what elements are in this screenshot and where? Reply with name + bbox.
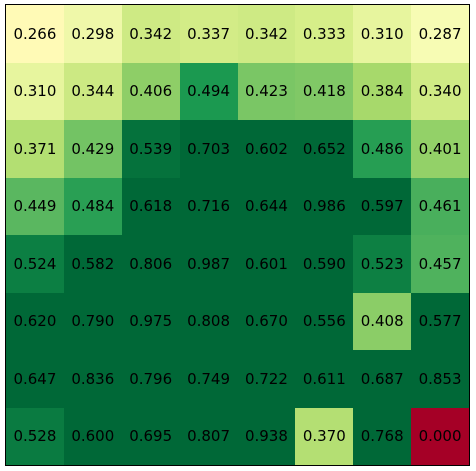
heatmap-cell-r6-c4: 0.808 — [179, 292, 238, 350]
heatmap-cell-r3-c2: 0.429 — [63, 120, 122, 178]
heatmap-cell-r6-c7: 0.408 — [353, 292, 412, 350]
heatmap-cell-r3-c1: 0.371 — [6, 120, 64, 178]
heatmap-cell-r6-c5: 0.670 — [237, 292, 296, 350]
heatmap-cell-r3-c8: 0.401 — [411, 120, 469, 178]
heatmap-cell-r2-c3: 0.406 — [121, 62, 180, 120]
heatmap-cell-r1-c5: 0.342 — [237, 5, 296, 63]
heatmap-cell-r8-c5: 0.938 — [237, 407, 296, 465]
heatmap-cell-r1-c3: 0.342 — [121, 5, 180, 63]
heatmap-cell-r1-c7: 0.310 — [353, 5, 412, 63]
heatmap-cell-r2-c4: 0.494 — [179, 62, 238, 120]
heatmap-cell-r7-c1: 0.647 — [6, 350, 64, 408]
heatmap-cell-r8-c4: 0.807 — [179, 407, 238, 465]
heatmap-cell-r3-c7: 0.486 — [353, 120, 412, 178]
heatmap-cell-r6-c1: 0.620 — [6, 292, 64, 350]
heatmap-cell-r1-c1: 0.266 — [6, 5, 64, 63]
heatmap-grid: 0.266 0.298 0.342 0.337 0.342 0.333 0.310 0.287… — [5, 4, 470, 466]
heatmap-cell-r5-c5: 0.601 — [237, 235, 296, 293]
heatmap-cell-r4-c6: 0.986 — [295, 177, 354, 235]
heatmap-cell-r6-c3: 0.975 — [121, 292, 180, 350]
heatmap-cell-r2-c6: 0.418 — [295, 62, 354, 120]
heatmap-cell-r4-c7: 0.597 — [353, 177, 412, 235]
heatmap-cell-r2-c7: 0.384 — [353, 62, 412, 120]
heatmap-cell-r3-c6: 0.652 — [295, 120, 354, 178]
heatmap-cell-r6-c2: 0.790 — [63, 292, 122, 350]
heatmap-cell-r4-c8: 0.461 — [411, 177, 469, 235]
heatmap-cell-r2-c5: 0.423 — [237, 62, 296, 120]
heatmap-cell-r1-c6: 0.333 — [295, 5, 354, 63]
heatmap-cell-r5-c7: 0.523 — [353, 235, 412, 293]
heatmap-cell-r8-c7: 0.768 — [353, 407, 412, 465]
heatmap-cell-r4-c5: 0.644 — [237, 177, 296, 235]
heatmap-cell-r5-c2: 0.582 — [63, 235, 122, 293]
heatmap-cell-r6-c6: 0.556 — [295, 292, 354, 350]
heatmap-cell-r5-c4: 0.987 — [179, 235, 238, 293]
heatmap-cell-r5-c8: 0.457 — [411, 235, 469, 293]
heatmap-cell-r7-c3: 0.796 — [121, 350, 180, 408]
heatmap-cell-r2-c2: 0.344 — [63, 62, 122, 120]
heatmap-cell-r1-c8: 0.287 — [411, 5, 469, 63]
heatmap-cell-r7-c4: 0.749 — [179, 350, 238, 408]
heatmap-cell-r3-c5: 0.602 — [237, 120, 296, 178]
heatmap-cell-r7-c6: 0.611 — [295, 350, 354, 408]
heatmap-cell-r3-c4: 0.703 — [179, 120, 238, 178]
heatmap-cell-r4-c3: 0.618 — [121, 177, 180, 235]
heatmap-cell-r6-c8: 0.577 — [411, 292, 469, 350]
heatmap-cell-r7-c7: 0.687 — [353, 350, 412, 408]
heatmap-cell-r5-c1: 0.524 — [6, 235, 64, 293]
heatmap-cell-r4-c4: 0.716 — [179, 177, 238, 235]
heatmap-cell-r8-c6: 0.370 — [295, 407, 354, 465]
heatmap-cell-r8-c8: 0.000 — [411, 407, 469, 465]
heatmap-cell-r4-c1: 0.449 — [6, 177, 64, 235]
heatmap-cell-r7-c2: 0.836 — [63, 350, 122, 408]
heatmap-cell-r5-c6: 0.590 — [295, 235, 354, 293]
heatmap-cell-r2-c1: 0.310 — [6, 62, 64, 120]
heatmap-cell-r8-c2: 0.600 — [63, 407, 122, 465]
heatmap-cell-r1-c2: 0.298 — [63, 5, 122, 63]
heatmap-cell-r2-c8: 0.340 — [411, 62, 469, 120]
heatmap-cell-r1-c4: 0.337 — [179, 5, 238, 63]
heatmap-cell-r8-c1: 0.528 — [6, 407, 64, 465]
heatmap-cell-r3-c3: 0.539 — [121, 120, 180, 178]
heatmap-cell-r5-c3: 0.806 — [121, 235, 180, 293]
heatmap-cell-r4-c2: 0.484 — [63, 177, 122, 235]
heatmap-cell-r8-c3: 0.695 — [121, 407, 180, 465]
heatmap-cell-r7-c8: 0.853 — [411, 350, 469, 408]
heatmap-cell-r7-c5: 0.722 — [237, 350, 296, 408]
